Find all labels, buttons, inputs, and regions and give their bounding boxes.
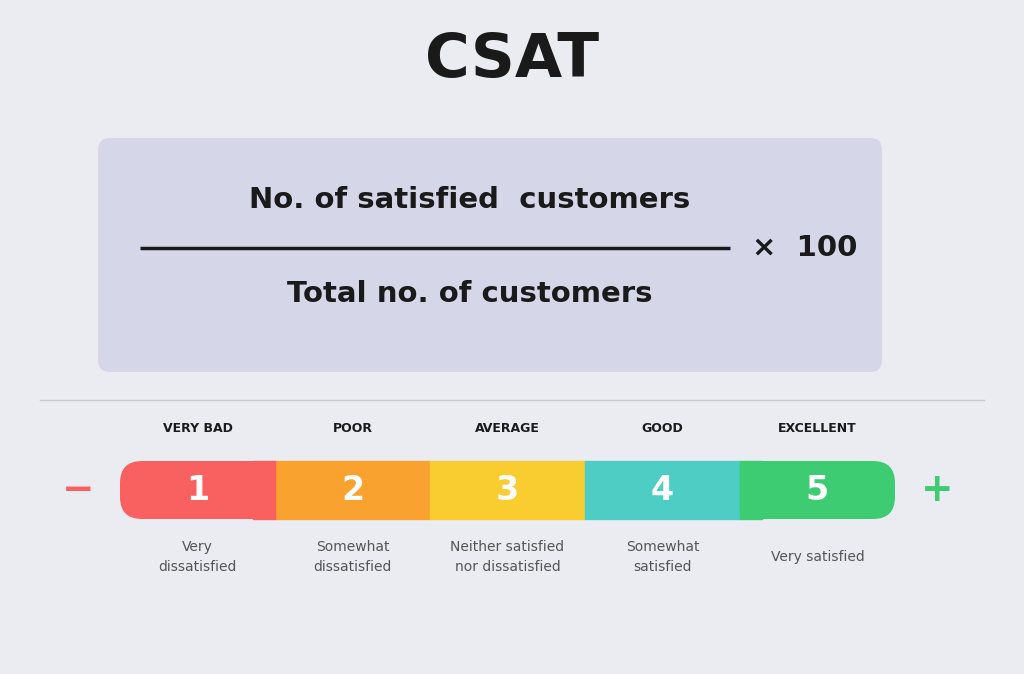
- Text: POOR: POOR: [333, 423, 373, 435]
- Text: Neither satisfied
nor dissatisfied: Neither satisfied nor dissatisfied: [451, 541, 564, 574]
- Text: EXCELLENT: EXCELLENT: [778, 423, 857, 435]
- Text: 4: 4: [651, 474, 674, 506]
- Text: −: −: [61, 471, 94, 509]
- Text: 5: 5: [806, 474, 829, 506]
- Bar: [585, 461, 740, 519]
- Text: VERY BAD: VERY BAD: [163, 423, 232, 435]
- Text: ×  100: × 100: [753, 234, 858, 262]
- Bar: [275, 461, 430, 519]
- Text: Total no. of customers: Total no. of customers: [288, 280, 652, 308]
- Text: GOOD: GOOD: [642, 423, 683, 435]
- Bar: [253, 461, 275, 519]
- Text: 2: 2: [341, 474, 365, 506]
- Text: Very satisfied: Very satisfied: [771, 550, 864, 564]
- Text: +: +: [921, 471, 953, 509]
- Text: 1: 1: [186, 474, 209, 506]
- Text: 3: 3: [496, 474, 519, 506]
- Bar: [430, 461, 585, 519]
- Text: Somewhat
dissatisfied: Somewhat dissatisfied: [313, 541, 392, 574]
- Text: Somewhat
satisfied: Somewhat satisfied: [626, 541, 699, 574]
- Text: CSAT: CSAT: [425, 30, 599, 90]
- Text: AVERAGE: AVERAGE: [475, 423, 540, 435]
- Text: Very
dissatisfied: Very dissatisfied: [159, 541, 237, 574]
- Bar: [740, 461, 762, 519]
- FancyBboxPatch shape: [120, 461, 275, 519]
- Text: No. of satisfied  customers: No. of satisfied customers: [250, 186, 690, 214]
- FancyBboxPatch shape: [98, 138, 882, 372]
- FancyBboxPatch shape: [740, 461, 895, 519]
